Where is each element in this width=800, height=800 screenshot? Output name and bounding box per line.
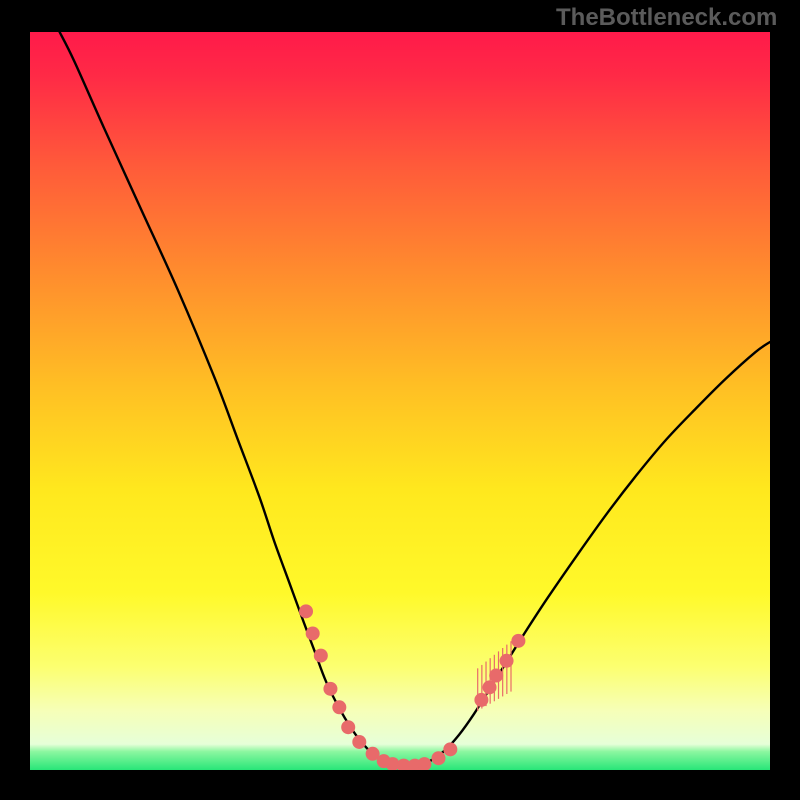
marker-dot: [306, 626, 320, 640]
marker-dot: [341, 720, 355, 734]
marker-dot: [500, 654, 514, 668]
marker-dot: [332, 700, 346, 714]
marker-dot: [431, 751, 445, 765]
plot-area: [30, 32, 770, 770]
marker-dot: [474, 693, 488, 707]
marker-dot: [489, 669, 503, 683]
plot-background: [30, 32, 770, 770]
marker-dot: [443, 742, 457, 756]
marker-dot: [352, 735, 366, 749]
marker-dot: [299, 604, 313, 618]
plot-svg: [30, 32, 770, 770]
watermark-text: TheBottleneck.com: [556, 4, 777, 32]
marker-dot: [314, 649, 328, 663]
marker-dot: [323, 682, 337, 696]
marker-dot: [511, 634, 525, 648]
marker-dot: [483, 680, 497, 694]
